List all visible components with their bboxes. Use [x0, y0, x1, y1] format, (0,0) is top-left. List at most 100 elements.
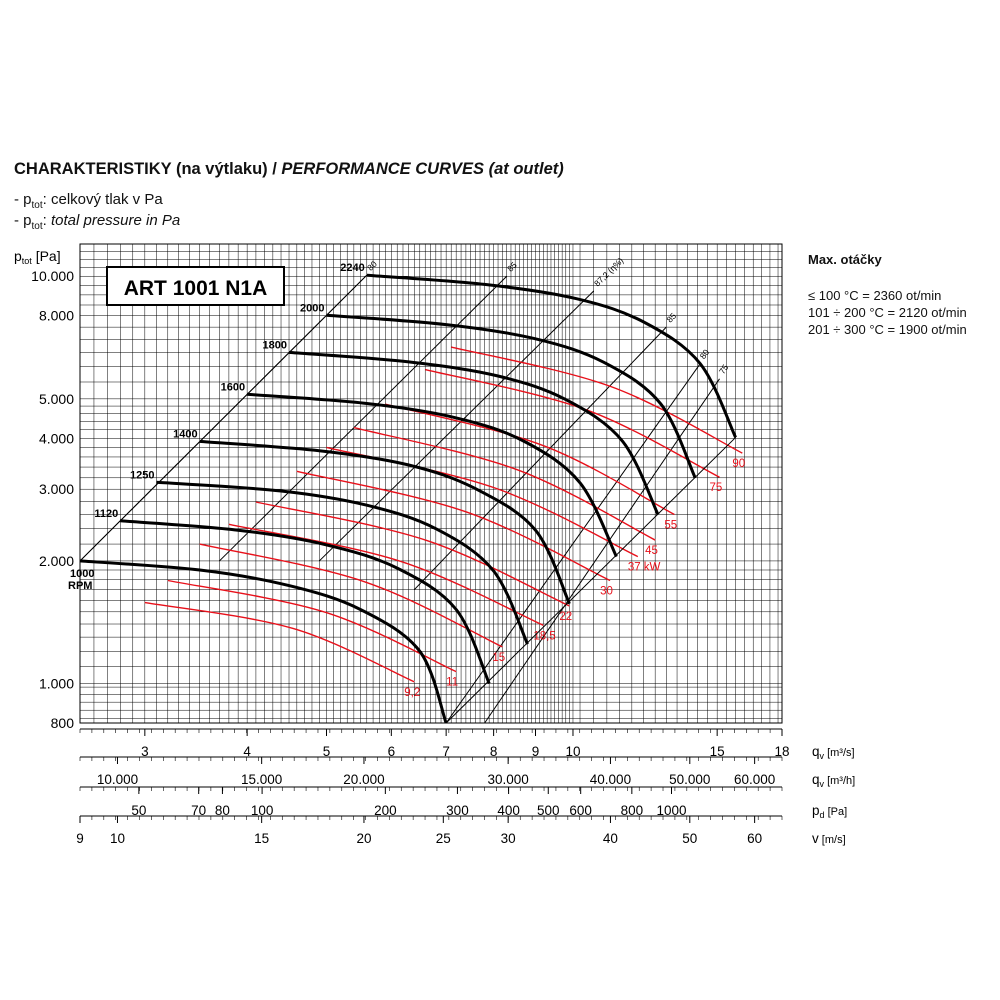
x-tick-label: 18	[774, 744, 789, 759]
x-tick-label: 5	[323, 744, 331, 759]
x-tick-label: 50	[682, 831, 697, 846]
max-speed-line-1: ≤ 100 °C = 2360 ot/min	[808, 288, 942, 303]
model-label: ART 1001 N1A	[124, 277, 268, 300]
power-curve	[255, 501, 570, 607]
y-tick-label: 3.000	[39, 481, 74, 497]
speed-curve	[79, 559, 448, 724]
title-en: PERFORMANCE CURVES (at outlet)	[281, 160, 564, 178]
plot-frame	[79, 243, 783, 724]
power-label: 9,2	[404, 687, 420, 699]
x-tick-label: 4	[243, 744, 251, 759]
rpm-label: 2240	[340, 262, 364, 274]
power-label: 11	[446, 677, 458, 689]
x-tick-label: 80	[215, 803, 230, 818]
rpm-label: 1800	[263, 339, 287, 351]
y-tick-label: 4.000	[39, 430, 74, 446]
x-tick-label: 20.000	[343, 772, 384, 787]
power-curve	[353, 426, 656, 541]
y-tick-label: 800	[51, 715, 75, 731]
power-curve	[199, 543, 503, 648]
y-tick-label: 10.000	[31, 268, 74, 284]
x-tick-label: 15	[254, 831, 269, 846]
speed-curve	[326, 313, 697, 479]
efficiency-label: 80	[365, 259, 379, 273]
efficiency-label: 80	[698, 347, 712, 361]
y-tick-label: 2.000	[39, 553, 74, 569]
power-label: 22	[559, 611, 572, 623]
x-axis-title: qv [m³/s]	[812, 744, 855, 761]
x-axis-title: v [m/s]	[812, 831, 846, 846]
x-tick-label: 70	[191, 803, 206, 818]
x-tick-label: 60	[747, 831, 762, 846]
power-label: 30	[600, 586, 613, 598]
x-tick-label: 500	[537, 803, 560, 818]
legend-cz: - ptot: celkový tlak v Pa	[14, 191, 163, 211]
y-tick-label: 1.000	[39, 676, 74, 692]
x-tick-label: 8	[490, 744, 498, 759]
rpm-label: 1250	[130, 469, 154, 481]
speed-curve	[199, 439, 571, 605]
power-curve	[451, 346, 743, 454]
x-tick-label: 1000	[656, 803, 686, 818]
rpm-label: 1120	[94, 508, 118, 520]
power-label: 18,5	[533, 630, 555, 642]
x-tick-label: 7	[442, 744, 450, 759]
efficiency-label: 87,2 (η%)	[592, 255, 625, 288]
max-speed-line-2: 101 ÷ 200 °C = 2120 ot/min	[808, 305, 967, 320]
power-curve	[296, 470, 611, 582]
max-speed-title: Max. otáčky	[808, 252, 882, 267]
efficiency-label: 85	[505, 260, 519, 274]
rpm-label: 1400	[173, 428, 197, 440]
power-curve	[144, 601, 415, 683]
y-tick-label: 8.000	[39, 308, 74, 324]
x-tick-label: 15	[710, 744, 725, 759]
x-tick-label: 10	[110, 831, 125, 846]
rpm-label: 2000	[300, 302, 324, 314]
speed-curve	[120, 519, 491, 685]
speed-curve	[156, 480, 529, 645]
y-tick-label: 5.000	[39, 391, 74, 407]
power-label: 55	[664, 520, 677, 532]
model-label-box: ART 1001 N1A	[106, 266, 285, 306]
x-axis-title: pd [Pa]	[812, 803, 847, 820]
x-tick-label: 300	[446, 803, 469, 818]
envelope-end-line	[445, 437, 736, 724]
power-curve	[385, 403, 675, 516]
efficiency-line	[318, 290, 595, 562]
speed-curve	[366, 273, 737, 439]
efficiency-line	[484, 378, 720, 724]
power-label: 45	[645, 545, 658, 557]
x-tick-label: 30	[501, 831, 516, 846]
x-tick-label: 9	[76, 831, 84, 846]
rpm-label: 1000	[70, 568, 94, 580]
efficiency-label: 75	[717, 362, 731, 376]
speed-curve	[246, 392, 618, 558]
rpm-unit-label: RPM	[68, 580, 92, 592]
speed-curve	[288, 350, 660, 516]
x-tick-label: 3	[141, 744, 149, 759]
x-tick-label: 50	[131, 803, 146, 818]
x-tick-label: 50.000	[669, 772, 710, 787]
x-tick-label: 9	[532, 744, 540, 759]
x-tick-label: 60.000	[734, 772, 775, 787]
x-axis-title: qv [m³/h]	[812, 772, 855, 789]
x-tick-label: 40	[603, 831, 618, 846]
title-cz: CHARAKTERISTIKY (na výtlaku) /	[14, 160, 282, 178]
x-tick-label: 800	[621, 803, 644, 818]
x-tick-label: 600	[569, 803, 592, 818]
power-label: 15	[492, 652, 505, 664]
power-label: 75	[710, 482, 723, 494]
max-speed-line-3: 201 ÷ 300 °C = 1900 ot/min	[808, 322, 967, 337]
x-tick-label: 15.000	[241, 772, 282, 787]
rpm-label: 1600	[221, 381, 245, 393]
x-tick-label: 40.000	[590, 772, 631, 787]
efficiency-line	[445, 363, 701, 724]
efficiency-line	[413, 326, 667, 591]
x-tick-label: 25	[436, 831, 451, 846]
legend-en: - ptot: total pressure in Pa	[14, 212, 181, 232]
power-label: 90	[732, 458, 745, 470]
x-tick-label: 20	[356, 831, 371, 846]
chart-title: CHARAKTERISTIKY (na výtlaku) / PERFORMAN…	[14, 160, 564, 179]
x-tick-label: 30.000	[487, 772, 528, 787]
